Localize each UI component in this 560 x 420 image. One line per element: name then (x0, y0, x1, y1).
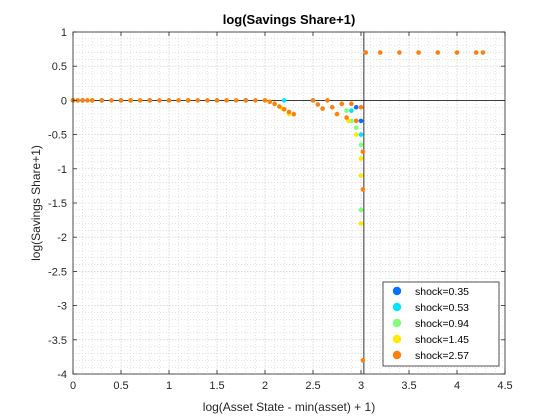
data-point (354, 125, 359, 130)
data-point (361, 358, 366, 363)
data-point (359, 156, 364, 161)
legend-entry: shock=2.57 (415, 350, 469, 362)
data-point (85, 98, 90, 103)
x-tick-label: 1.5 (209, 380, 224, 392)
data-point (344, 108, 349, 113)
data-point (378, 50, 383, 55)
data-point (100, 98, 105, 103)
legend-entry: shock=0.53 (415, 302, 469, 314)
data-point (359, 221, 364, 226)
data-point (335, 112, 340, 117)
data-point (320, 106, 325, 111)
chart-title: log(Savings Share+1) (223, 12, 356, 27)
legend-entry: shock=0.94 (415, 318, 469, 330)
legend: shock=0.35 shock=0.53 shock=0.94 shock=1.45… (383, 282, 499, 366)
data-point (344, 115, 349, 120)
legend-marker (393, 319, 401, 327)
y-tick-label: -0.5 (48, 130, 67, 142)
data-point (455, 50, 460, 55)
y-tick-label: -4 (57, 369, 67, 381)
data-point (436, 50, 441, 55)
data-point (416, 50, 421, 55)
data-point (361, 149, 366, 154)
y-tick-label: 1 (61, 27, 67, 39)
data-point (359, 173, 364, 178)
data-point (354, 119, 359, 124)
y-tick-label: 0 (61, 95, 67, 107)
y-tick-label: -1.5 (48, 198, 67, 210)
data-point (481, 50, 486, 55)
data-point (354, 132, 359, 137)
data-point (354, 105, 359, 110)
x-axis-label: log(Asset State - min(asset) + 1) (203, 400, 375, 414)
x-tick-label: 4 (454, 380, 460, 392)
x-tick-label: 0 (70, 380, 76, 392)
data-point (138, 98, 143, 103)
data-point (157, 98, 162, 103)
data-point (340, 102, 345, 107)
data-point (119, 98, 124, 103)
data-point (244, 98, 249, 103)
data-point (224, 98, 229, 103)
data-point (287, 110, 292, 115)
data-point (359, 143, 364, 148)
data-point (474, 50, 479, 55)
x-tick-label: 4.5 (497, 380, 512, 392)
x-tick-label: 1 (166, 380, 172, 392)
data-point (282, 107, 287, 112)
legend-entry: shock=0.35 (415, 286, 469, 298)
data-point (359, 132, 364, 137)
data-point (148, 98, 153, 103)
data-point (282, 98, 287, 103)
x-tick-label: 3.5 (401, 380, 416, 392)
y-tick-label: -1 (57, 164, 67, 176)
data-point (263, 98, 268, 103)
data-point (205, 98, 210, 103)
y-tick-label: -3.5 (48, 335, 67, 347)
data-point (359, 119, 364, 124)
legend-marker (393, 351, 401, 359)
data-point (272, 102, 277, 107)
data-point (292, 112, 297, 117)
data-point (234, 98, 239, 103)
data-point (359, 105, 364, 110)
data-point (349, 108, 354, 113)
legend-marker (393, 303, 401, 311)
data-point (176, 98, 181, 103)
data-point (215, 98, 220, 103)
data-point (361, 187, 366, 192)
data-point (359, 208, 364, 213)
data-point (325, 98, 330, 103)
data-point (90, 98, 95, 103)
y-axis-label: log(Savings Share+1) (29, 145, 43, 261)
data-point (397, 50, 402, 55)
data-point (196, 98, 201, 103)
data-point (277, 104, 282, 109)
data-point (364, 50, 369, 55)
legend-marker (393, 335, 401, 343)
x-tick-label: 3 (358, 380, 364, 392)
data-point (167, 98, 172, 103)
data-point (80, 98, 85, 103)
y-tick-label: 0.5 (52, 61, 67, 73)
y-tick-label: -2.5 (48, 266, 67, 278)
data-point (253, 98, 258, 103)
data-point (109, 98, 114, 103)
data-point (186, 98, 191, 103)
data-point (128, 98, 133, 103)
data-point (349, 102, 354, 107)
legend-marker (393, 287, 401, 295)
y-tick-label: -3 (57, 301, 67, 313)
y-tick-label: -2 (57, 232, 67, 244)
data-point (330, 105, 335, 110)
x-tick-label: 0.5 (113, 380, 128, 392)
data-point (311, 98, 316, 103)
data-point (268, 99, 273, 104)
x-tick-label: 2.5 (305, 380, 320, 392)
x-tick-label: 2 (262, 380, 268, 392)
data-point (316, 102, 321, 107)
legend-entry: shock=1.45 (415, 334, 469, 346)
